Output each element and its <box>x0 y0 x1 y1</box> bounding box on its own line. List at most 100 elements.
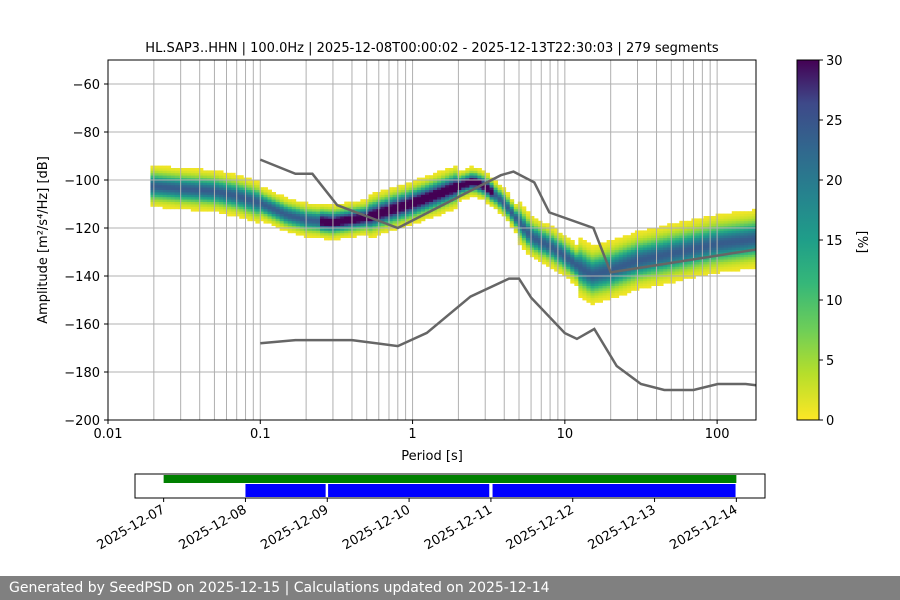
heatmap-cell <box>263 196 268 200</box>
heatmap-cell <box>735 232 741 236</box>
heatmap-cell <box>324 204 329 207</box>
heatmap-cell <box>727 218 733 222</box>
heatmap-cell <box>324 232 329 236</box>
heatmap-cell <box>647 280 652 284</box>
heatmap-cell <box>614 254 620 258</box>
heatmap-cell <box>449 194 454 198</box>
heatmap-cell <box>291 223 297 226</box>
heatmap-cell <box>622 271 628 274</box>
heatmap-cell <box>299 208 305 212</box>
heatmap-cell <box>610 247 616 250</box>
heatmap-cell <box>703 235 708 238</box>
heatmap-cell <box>307 206 313 210</box>
heatmap-cell <box>235 199 240 202</box>
heatmap-cell <box>396 204 402 207</box>
heatmap-cell <box>711 230 717 234</box>
heatmap-cell <box>408 192 414 195</box>
heatmap-cell <box>186 196 192 200</box>
heatmap-cell <box>299 220 305 224</box>
heatmap-cell <box>683 254 688 258</box>
heatmap-cell <box>372 235 377 238</box>
heatmap-cell <box>606 276 612 279</box>
heatmap-cell <box>279 208 285 212</box>
heatmap-cell <box>655 235 660 238</box>
heatmap-cell <box>227 208 232 212</box>
heatmap-cell <box>227 187 232 190</box>
heatmap-cell <box>602 266 608 270</box>
heatmap-cell <box>194 175 200 178</box>
heatmap-cell <box>255 201 260 205</box>
heatmap-cell <box>610 290 616 294</box>
heatmap-cell <box>215 177 220 181</box>
heatmap-cell <box>715 244 721 248</box>
heatmap-cell <box>437 211 442 214</box>
heatmap-cell <box>182 192 188 195</box>
heatmap-cell <box>594 247 599 250</box>
heatmap-cell <box>396 189 402 193</box>
heatmap-cell <box>461 172 466 176</box>
heatmap-cell <box>186 168 192 171</box>
heatmap-cell <box>299 206 305 210</box>
heatmap-cell <box>735 240 741 243</box>
heatmap-cell <box>441 170 446 174</box>
heatmap-cell <box>412 204 418 207</box>
heatmap-cell <box>332 213 337 217</box>
heatmap-cell <box>420 189 426 193</box>
heatmap-cell <box>655 276 660 279</box>
heatmap-cell <box>671 247 676 250</box>
heatmap-cell <box>186 199 192 202</box>
heatmap-cell <box>348 232 353 236</box>
heatmap-cell <box>554 254 559 258</box>
heatmap-cell <box>429 216 434 219</box>
heatmap-cell <box>651 230 656 234</box>
heatmap-cell <box>239 213 244 217</box>
heatmap-cell <box>445 199 450 202</box>
heatmap-cell <box>659 271 664 274</box>
x-axis-label: Period [s] <box>401 449 463 464</box>
heatmap-cell <box>659 235 664 238</box>
heatmap-cell <box>671 228 676 231</box>
heatmap-cell <box>332 237 337 241</box>
heatmap-cell <box>166 177 172 181</box>
heatmap-cell <box>392 218 398 222</box>
heatmap-cell <box>546 232 551 236</box>
heatmap-cell <box>461 187 466 190</box>
heatmap-cell <box>679 271 684 274</box>
heatmap-cell <box>663 252 668 255</box>
heatmap-cell <box>388 187 394 190</box>
heatmap-cell <box>533 252 539 255</box>
heatmap-cell <box>263 218 268 222</box>
heatmap-cell <box>291 208 297 212</box>
heatmap-cell <box>590 266 595 270</box>
heatmap-cell <box>190 170 196 174</box>
heatmap-cell <box>533 237 539 241</box>
heatmap-cell <box>299 218 305 222</box>
heatmap-cell <box>671 249 676 253</box>
timeline-tick-label: 2025-12-13 <box>586 502 659 553</box>
heatmap-cell <box>723 259 729 262</box>
heatmap-cell <box>158 194 163 198</box>
heatmap-cell <box>202 184 208 188</box>
heatmap-cell <box>150 180 155 183</box>
colorbar-tick-label: 25 <box>826 114 843 129</box>
heatmap-cell <box>299 223 305 226</box>
heatmap-cell <box>211 199 216 202</box>
heatmap-cell <box>655 240 660 243</box>
heatmap-cell <box>372 223 377 226</box>
heatmap-cell <box>295 220 301 224</box>
heatmap-cell <box>586 244 591 248</box>
heatmap-cell <box>667 254 672 258</box>
heatmap-cell <box>368 225 373 229</box>
heatmap-cell <box>582 273 587 277</box>
heatmap-cell <box>219 170 224 174</box>
heatmap-cell <box>247 218 252 222</box>
heatmap-cell <box>485 184 490 188</box>
heatmap-cell <box>263 206 268 210</box>
heatmap-cell <box>227 201 232 205</box>
heatmap-cell <box>263 192 268 195</box>
heatmap-cell <box>283 216 289 219</box>
heatmap-cell <box>699 266 704 270</box>
heatmap-cell <box>695 254 700 258</box>
heatmap-cell <box>493 196 499 200</box>
heatmap-cell <box>227 194 232 198</box>
